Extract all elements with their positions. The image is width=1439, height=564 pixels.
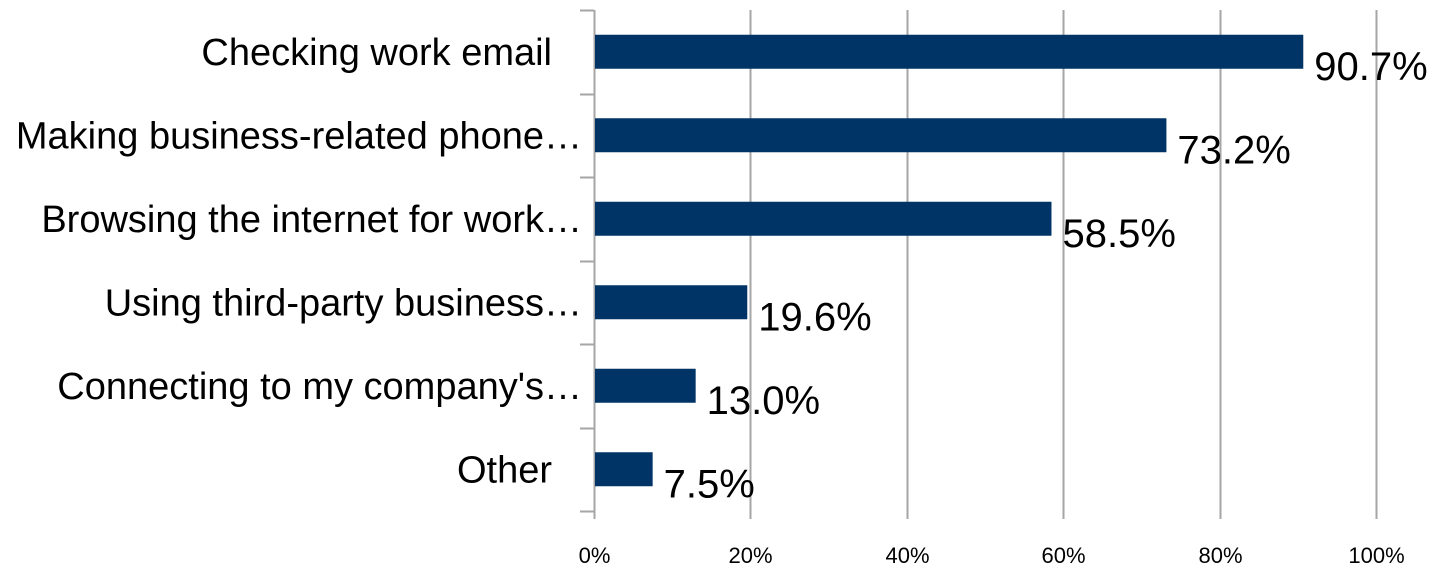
data-label: 13.0%	[707, 379, 820, 423]
data-label: 58.5%	[1062, 212, 1175, 256]
grid-layer	[749, 10, 1378, 511]
data-label: 73.2%	[1177, 128, 1290, 172]
axis-layer	[580, 9, 1378, 519]
category-label: Checking work email	[201, 32, 552, 74]
bar	[595, 368, 696, 403]
x-tick-label: 80%	[1198, 543, 1242, 564]
bar	[595, 285, 748, 320]
bar	[595, 34, 1304, 69]
bar	[595, 452, 653, 487]
x-tick-label: 20%	[728, 543, 772, 564]
category-label: Making business-related phone…	[16, 115, 582, 157]
category-label: Connecting to my company's…	[57, 366, 582, 408]
x-tick-label: 100%	[1348, 543, 1404, 564]
x-tick-label: 40%	[885, 543, 929, 564]
category-label: Using third-party business…	[105, 282, 582, 324]
bar-layer	[595, 34, 1304, 487]
label-layer: 0% 20% 40% 60% 80% 100% Checking work email 90.…	[16, 32, 1428, 564]
x-tick-label: 0%	[579, 543, 611, 564]
data-label: 90.7%	[1314, 45, 1427, 89]
bar	[595, 118, 1167, 153]
bar	[595, 201, 1052, 236]
data-label: 19.6%	[758, 295, 871, 339]
category-label: Other	[457, 449, 552, 491]
category-label: Browsing the internet for work…	[41, 199, 582, 241]
x-tick-label: 60%	[1041, 543, 1085, 564]
data-label: 7.5%	[664, 462, 755, 506]
